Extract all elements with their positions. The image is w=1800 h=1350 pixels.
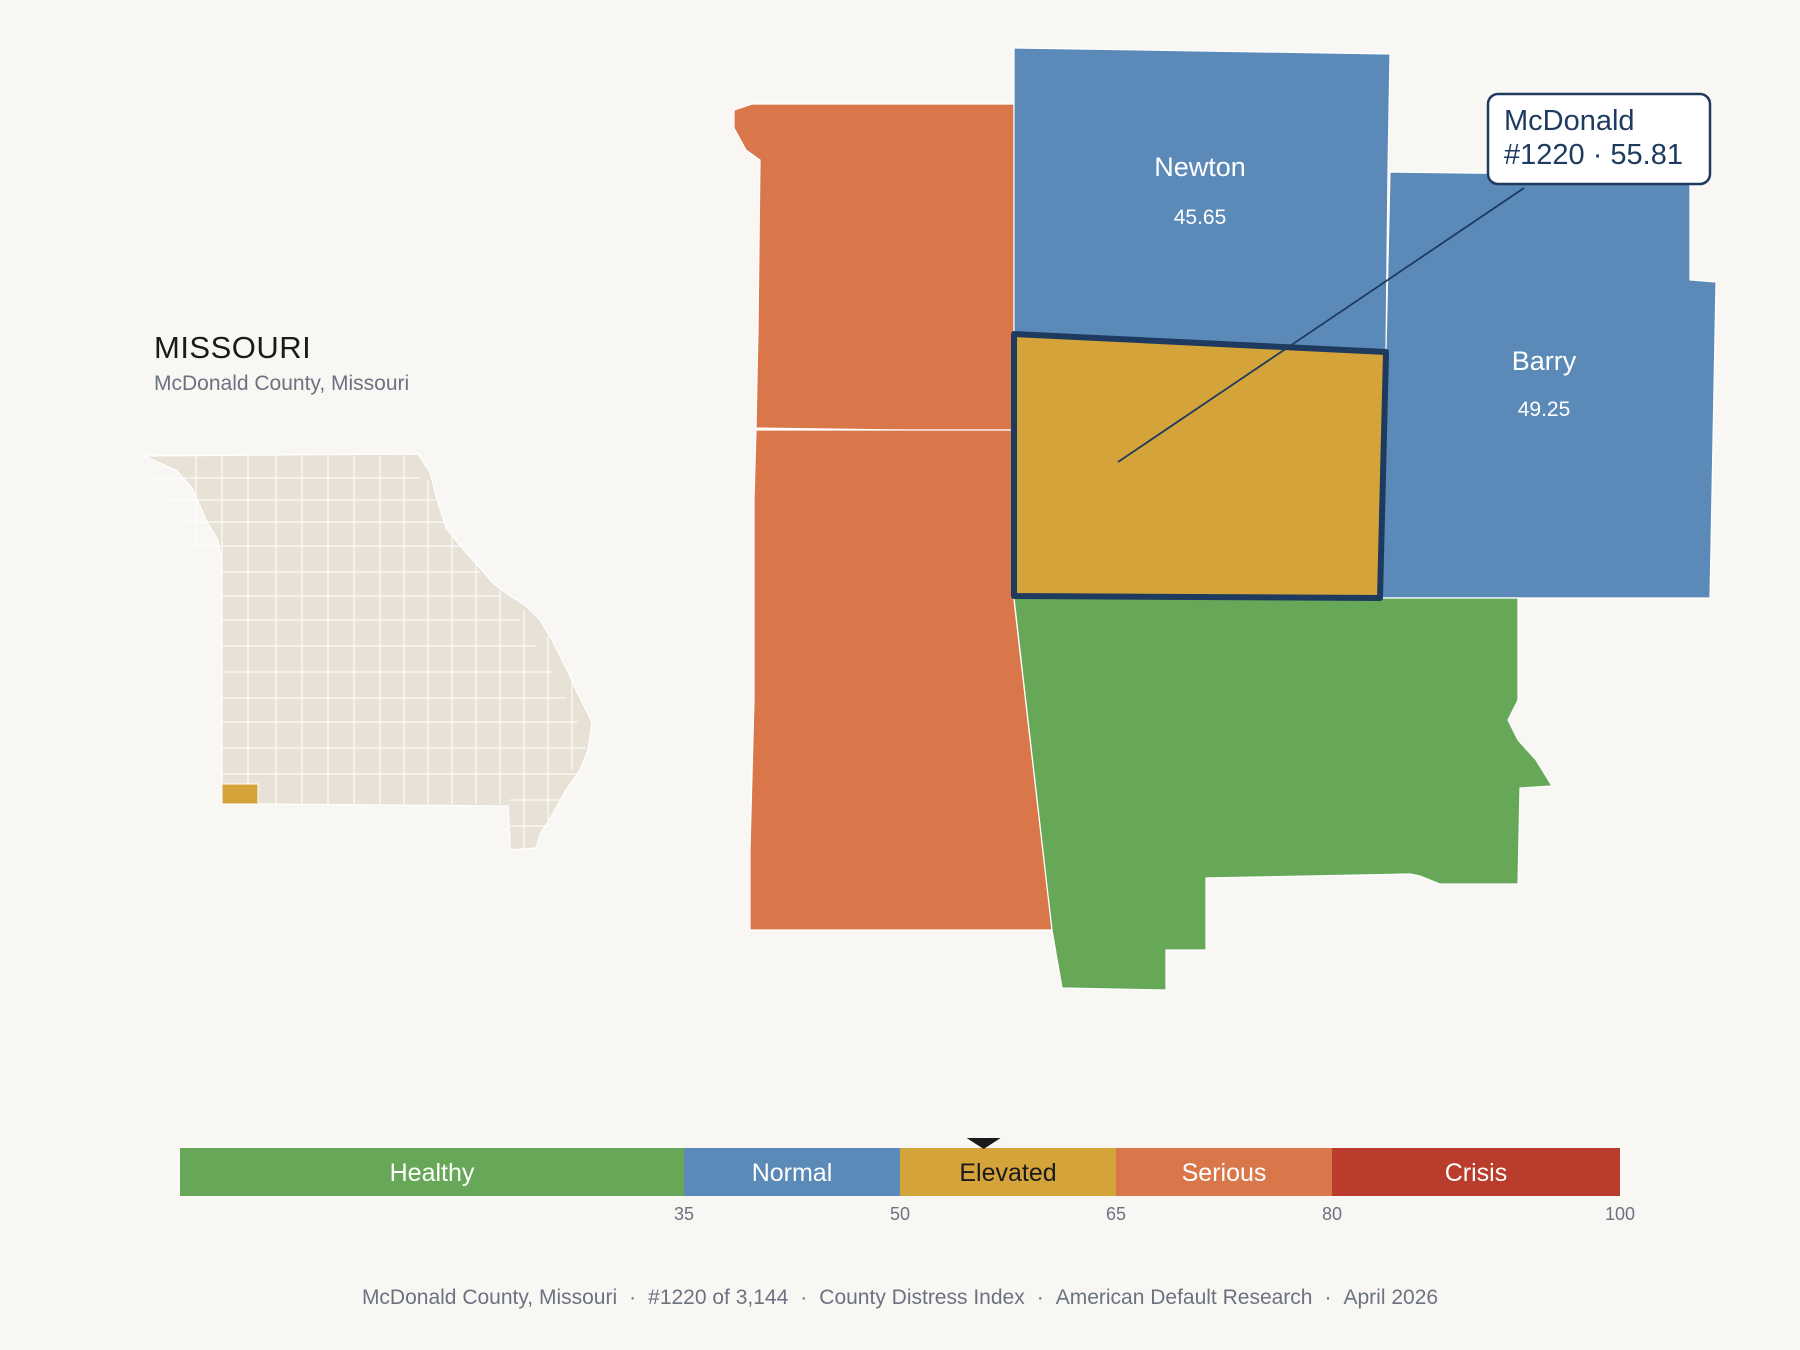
footer-index: County Distress Index: [819, 1286, 1025, 1309]
legend-label-healthy: Healthy: [390, 1159, 475, 1187]
detail-map: Newton 45.65 Barry 49.25 McDonald #1220 …: [733, 47, 1717, 991]
legend-tick-80: 80: [1322, 1204, 1342, 1224]
footer-rank: #1220 of 3,144: [648, 1286, 789, 1309]
county-west-north: [733, 103, 1015, 431]
legend-label-serious: Serious: [1182, 1159, 1267, 1187]
legend: Healthy Normal Elevated Serious Crisis 35 50 6…: [180, 1138, 1635, 1224]
callout-leader-line: [1117, 187, 1525, 463]
county-mcdonald[interactable]: [1011, 331, 1389, 601]
legend-tick-35: 35: [674, 1204, 694, 1224]
state-title: MISSOURI: [154, 330, 312, 365]
legend-label-normal: Normal: [752, 1159, 833, 1187]
state-inset-map: [143, 453, 593, 851]
legend-bin-crisis: [1332, 1148, 1620, 1196]
footer-source: American Default Research: [1055, 1286, 1313, 1309]
county-south: [1013, 597, 1554, 991]
county-label-newton: Newton: [1154, 152, 1246, 182]
legend-ticks: 35 50 65 80 100: [674, 1204, 1635, 1224]
callout-county-name: McDonald: [1504, 105, 1635, 137]
county-barry: [1381, 171, 1717, 599]
legend-tick-100: 100: [1605, 1204, 1635, 1224]
legend-tick-50: 50: [890, 1204, 910, 1224]
legend-label-crisis: Crisis: [1445, 1159, 1508, 1187]
state-outline: [143, 453, 593, 851]
state-subtitle: McDonald County, Missouri: [154, 372, 410, 395]
legend-value-marker: [966, 1138, 1001, 1149]
county-score-newton: 45.65: [1174, 206, 1227, 229]
county-west-south: [749, 429, 1053, 931]
callout-rank-score: #1220 · 55.81: [1504, 139, 1683, 171]
county-grid: [150, 456, 586, 850]
legend-tick-65: 65: [1106, 1204, 1126, 1224]
legend-bin-serious: [1116, 1148, 1332, 1196]
county-score-barry: 49.25: [1518, 398, 1571, 421]
legend-bin-healthy: [180, 1148, 684, 1196]
footer-date: April 2026: [1343, 1286, 1439, 1309]
legend-label-elevated: Elevated: [959, 1159, 1056, 1187]
highlighted-county-mcdonald: [221, 783, 259, 805]
county-newton: [1013, 47, 1391, 351]
county-label-barry: Barry: [1512, 346, 1577, 376]
callout-box: [1486, 92, 1712, 186]
legend-bin-elevated: [900, 1148, 1116, 1196]
legend-bin-normal: [684, 1148, 900, 1196]
footer-county: McDonald County, Missouri: [361, 1286, 618, 1309]
footer: McDonald County, Missouri · #1220 of 3,144…: [361, 1286, 1439, 1309]
legend-bins: Healthy Normal Elevated Serious Crisis: [180, 1148, 1620, 1196]
